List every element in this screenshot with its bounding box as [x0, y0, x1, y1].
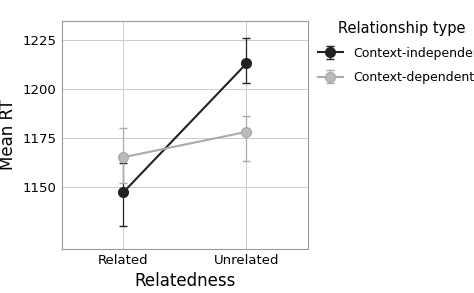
X-axis label: Relatedness: Relatedness — [134, 272, 236, 290]
Legend: Context-independent, Context-dependent: Context-independent, Context-dependent — [318, 21, 474, 84]
Y-axis label: Mean RT: Mean RT — [0, 99, 17, 170]
